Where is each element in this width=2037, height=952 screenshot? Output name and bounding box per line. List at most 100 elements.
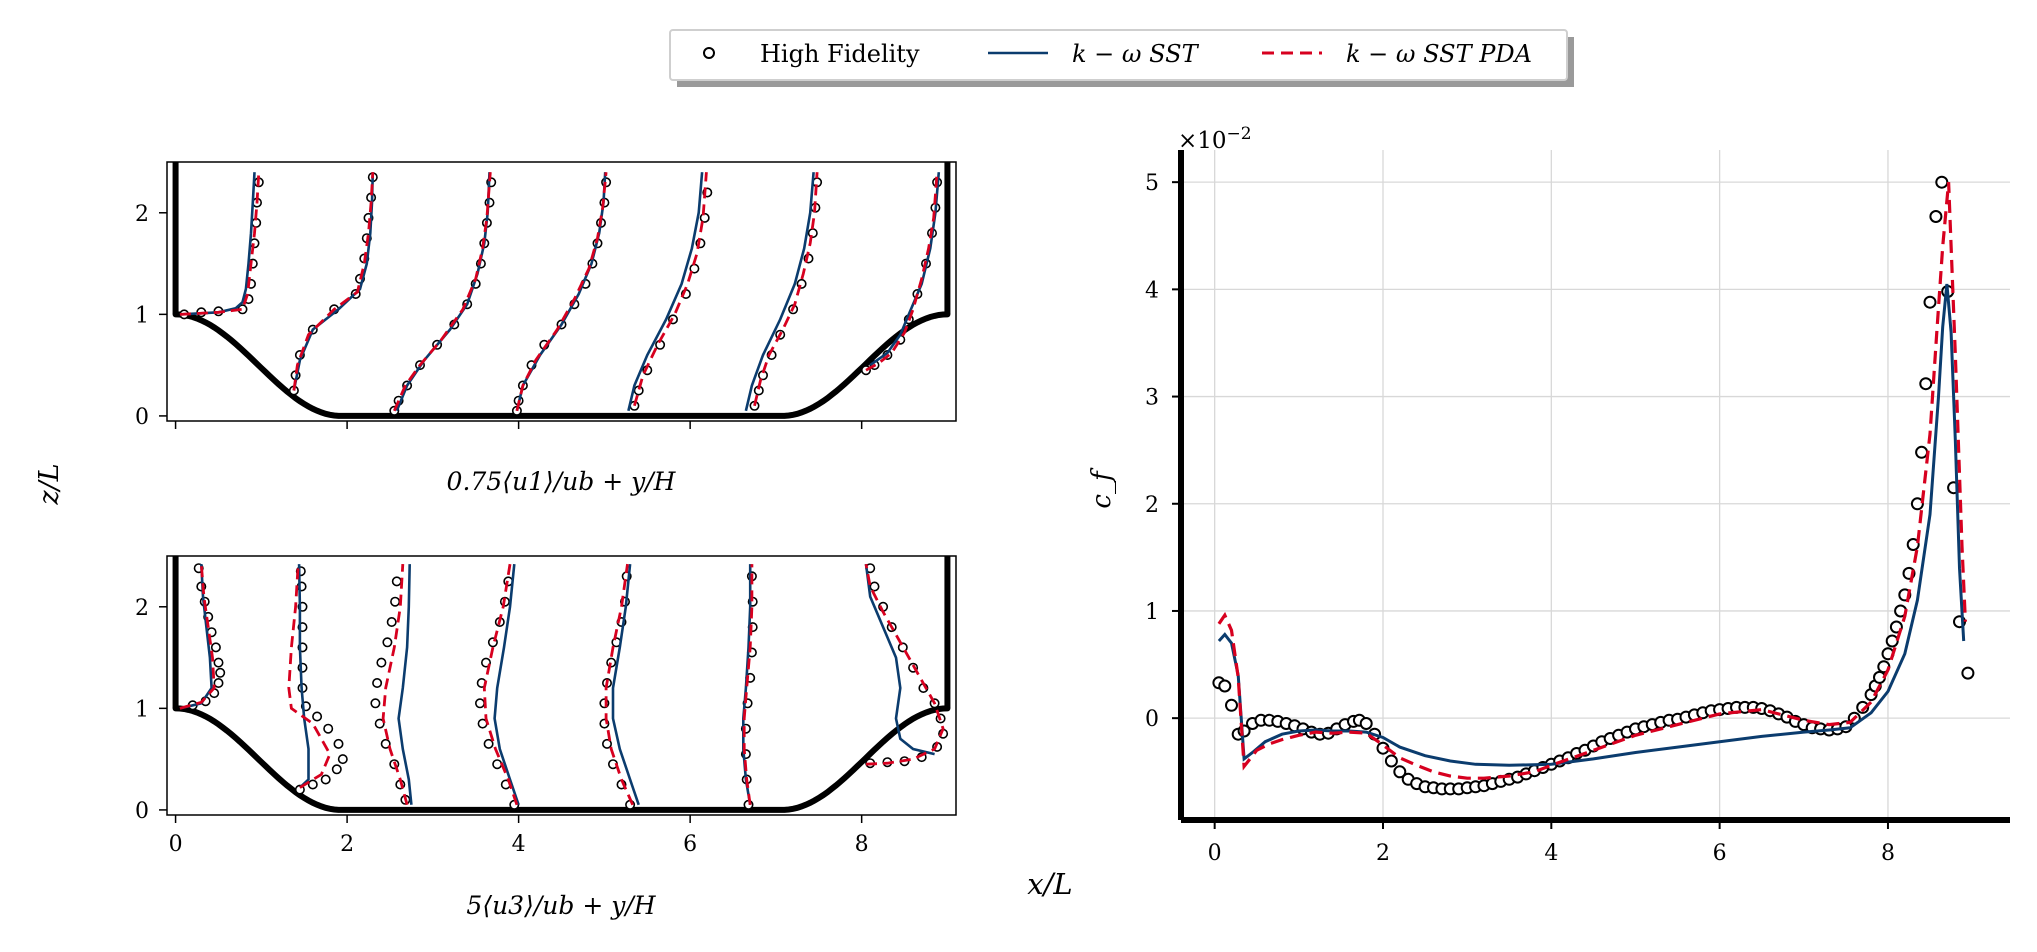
hf-profile-point <box>320 774 331 785</box>
sst-pda-profile-line <box>482 563 519 806</box>
panel-u3-xlabel: 5⟨u3⟩/ub + y/H <box>466 891 656 920</box>
sst-pda-profile-line <box>864 563 945 766</box>
sst-pda-profile-line <box>604 563 634 806</box>
cf-y-tick-label: 2 <box>1145 493 1159 518</box>
x-tick-label: 2 <box>340 832 354 857</box>
sst-pda-profile-line <box>287 564 332 789</box>
sst-profile-line <box>397 564 413 805</box>
sst-profile-line <box>611 563 640 806</box>
shared-ylabel-zl: z/L <box>34 463 65 505</box>
panel-cf-axes: 0 2 4 6 8 0 1 2 3 4 5 <box>1145 150 2010 866</box>
cf-x-tick-label: 4 <box>1544 841 1558 866</box>
cf-y-tick-label: 3 <box>1145 386 1159 411</box>
panel-u1-xlabel: 0.75⟨u1⟩/ub + y/H <box>447 467 677 496</box>
y-tick-label: 2 <box>135 202 149 227</box>
sst-pda-profile-line <box>633 172 708 407</box>
sst-pda-profile-line <box>179 563 216 710</box>
hf-profile-point <box>215 667 226 678</box>
cf-x-tick-label: 2 <box>1376 841 1390 866</box>
hf-profile-point <box>492 759 503 770</box>
hf-profile-point <box>210 642 221 653</box>
x-tick-label: 8 <box>855 832 869 857</box>
cf-y-tick-label: 0 <box>1145 707 1159 732</box>
hf-cf-point <box>1906 538 1920 551</box>
panel-u1-frame <box>166 161 957 422</box>
hf-cf-point <box>1393 765 1407 779</box>
sst-pda-profile-line <box>515 172 608 412</box>
hf-profile-point <box>474 698 485 709</box>
sst-profile-line <box>179 564 213 710</box>
legend: High Fidelity k − ω SST k − ω SST PDA <box>669 29 1574 87</box>
hf-profile-point <box>331 764 342 775</box>
panel-cf-plot-area <box>1212 175 1975 796</box>
hf-profile-point <box>390 596 401 607</box>
legend-label-high-fidelity: High Fidelity <box>760 40 920 68</box>
hf-profile-point <box>337 754 348 765</box>
sst-pda-cf-line <box>1217 182 1967 780</box>
hf-cf-point <box>1919 377 1933 391</box>
hill-wall <box>172 705 951 813</box>
shared-xlabel-xl: x/L <box>1027 867 1072 901</box>
hf-cf-point <box>1384 754 1398 768</box>
panel-u1-profiles: 0 1 2 0.75⟨u1⟩/ub + y/H <box>135 161 957 496</box>
sst-pda-profile-line <box>742 564 754 805</box>
hf-profile-point <box>382 637 393 648</box>
legend-box <box>669 29 1568 81</box>
panel-u1-plot-area <box>172 162 951 419</box>
hf-cf-point <box>1885 634 1899 648</box>
hf-profile-point <box>386 616 397 627</box>
sst-profile-line <box>395 172 491 412</box>
hf-profile-point <box>376 657 387 668</box>
hf-profile-point <box>699 212 710 223</box>
hf-profile-point <box>483 738 494 749</box>
cf-y-tick-label: 4 <box>1145 278 1159 303</box>
sst-pda-profile-line <box>292 172 375 391</box>
sst-profile-line <box>292 172 375 391</box>
y-tick-label: 1 <box>135 303 149 328</box>
hf-profile-point <box>333 738 344 749</box>
panel-cf-ylabel: c_f <box>1087 467 1117 509</box>
hf-profile-point <box>307 779 318 790</box>
legend-marker-high-fidelity <box>703 47 715 59</box>
hf-profile-point <box>869 581 880 592</box>
x-tick-label: 6 <box>683 832 697 857</box>
hf-profile-point <box>374 718 385 729</box>
cf-x-tick-label: 6 <box>1713 841 1727 866</box>
panel-u1-axes: 0 1 2 <box>135 202 863 430</box>
hf-profile-point <box>380 738 391 749</box>
sst-profile-line <box>742 564 752 806</box>
panel-u3-frame <box>166 555 957 816</box>
sst-pda-profile-line <box>393 172 492 412</box>
cf-x-tick-label: 8 <box>1881 841 1895 866</box>
cf-y-tick-label: 1 <box>1145 600 1159 625</box>
panel-u3-axes: 0 2 4 6 8 0 1 2 <box>135 596 869 857</box>
panel-cf-grid <box>1181 150 2010 820</box>
cf-y-tick-label: 5 <box>1145 171 1159 196</box>
y-tick-label: 0 <box>135 405 149 430</box>
sst-profile-line <box>869 172 941 367</box>
hf-profile-point <box>213 657 224 668</box>
hf-cf-point <box>1225 698 1238 712</box>
hf-cf-point <box>1359 717 1373 730</box>
sst-cf-line <box>1217 283 1966 767</box>
hf-profile-point <box>312 711 323 722</box>
hf-profile-point <box>213 677 224 688</box>
hf-cf-point <box>1910 497 1924 511</box>
panel-skin-friction: 0 2 4 6 8 0 1 2 3 4 5 ×10−2 c_f <box>1087 124 2010 866</box>
hf-profile-point <box>601 738 612 749</box>
hf-cf-point <box>1923 295 1937 309</box>
sst-pda-profile-line <box>753 172 819 407</box>
hf-profile-point <box>323 723 334 734</box>
sst-profile-line <box>744 172 815 412</box>
hf-cf-point <box>1961 666 1975 680</box>
sst-pda-profile-line <box>865 172 939 372</box>
sst-profile-line <box>179 172 256 316</box>
hf-profile-point <box>370 698 381 709</box>
hf-profile-point <box>372 677 383 688</box>
hf-cf-point <box>1856 700 1870 714</box>
x-tick-label: 0 <box>169 832 183 857</box>
sst-profile-line <box>515 172 607 412</box>
panel-cf-multiplier: ×10−2 <box>1178 124 1252 154</box>
sst-profile-line <box>297 564 310 789</box>
